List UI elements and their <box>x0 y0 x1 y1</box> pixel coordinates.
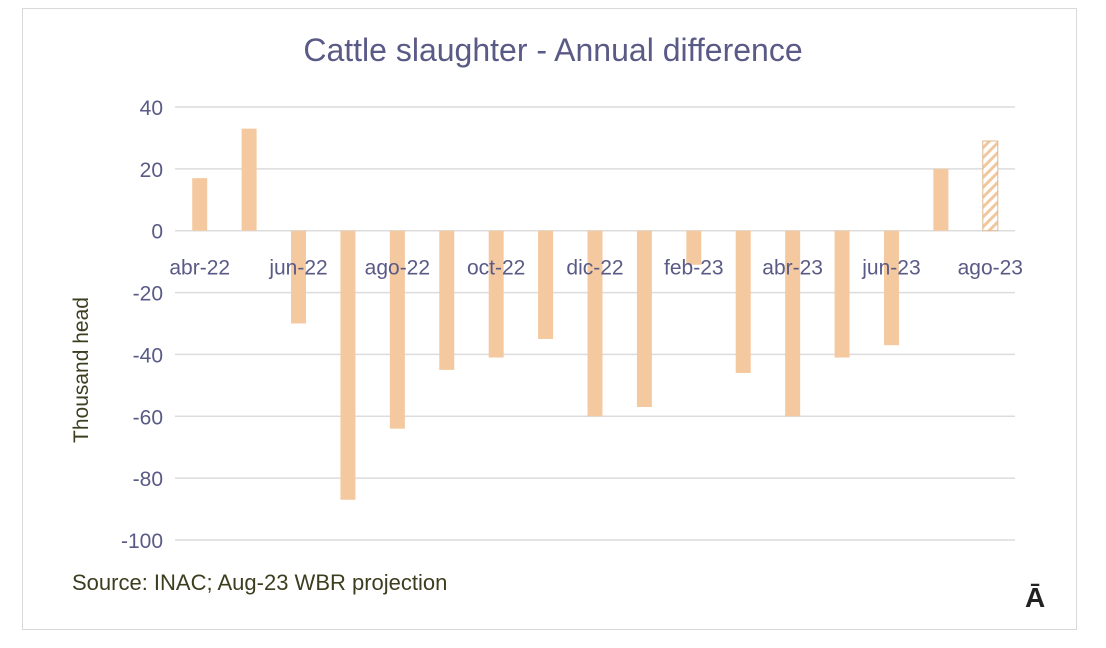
bar-nov-22 <box>538 230 554 339</box>
x-tick-label: jun-23 <box>861 257 920 280</box>
bar-ago-23 <box>982 140 999 232</box>
bar-oct-22 <box>488 230 504 358</box>
y-tick-label: -60 <box>133 406 163 429</box>
bar-jun-23 <box>883 230 899 346</box>
source-note: Source: INAC; Aug-23 WBR projection <box>72 570 448 595</box>
bar-may-22 <box>241 128 257 231</box>
y-tick-label: 0 <box>151 221 163 244</box>
bar-jul-23 <box>933 168 949 231</box>
bar-ago-22 <box>389 230 405 429</box>
chart-frame <box>22 8 1077 630</box>
bar-jul-22 <box>340 230 356 500</box>
chart-title: Cattle slaughter - Annual difference <box>303 32 803 68</box>
y-tick-label: -80 <box>133 468 163 491</box>
x-tick-label: feb-23 <box>664 257 724 280</box>
bar-may-23 <box>834 230 850 358</box>
x-tick-label: ago-22 <box>365 257 430 280</box>
bar-ene-23 <box>636 230 652 408</box>
bar-sep-22 <box>439 230 455 370</box>
x-tick-label: abr-23 <box>762 257 823 280</box>
y-tick-label: -20 <box>133 283 163 306</box>
bar-mar-23 <box>735 230 751 373</box>
y-tick-label: 40 <box>140 97 163 120</box>
x-tick-label: ago-23 <box>958 257 1023 280</box>
logo: Ā <box>1025 582 1046 613</box>
x-tick-label: abr-22 <box>169 257 230 280</box>
x-tick-label: jun-22 <box>268 257 327 280</box>
x-tick-label: dic-22 <box>566 257 623 280</box>
y-tick-label: -100 <box>121 530 163 553</box>
bar-jun-22 <box>291 230 307 324</box>
bar-dic-22 <box>587 230 603 417</box>
x-tick-label: oct-22 <box>467 257 525 280</box>
bar-abr-23 <box>785 230 801 417</box>
bar-feb-23 <box>686 230 702 265</box>
y-tick-label: -40 <box>133 344 163 367</box>
bar-abr-22 <box>192 178 208 231</box>
y-tick-label: 20 <box>140 159 163 182</box>
